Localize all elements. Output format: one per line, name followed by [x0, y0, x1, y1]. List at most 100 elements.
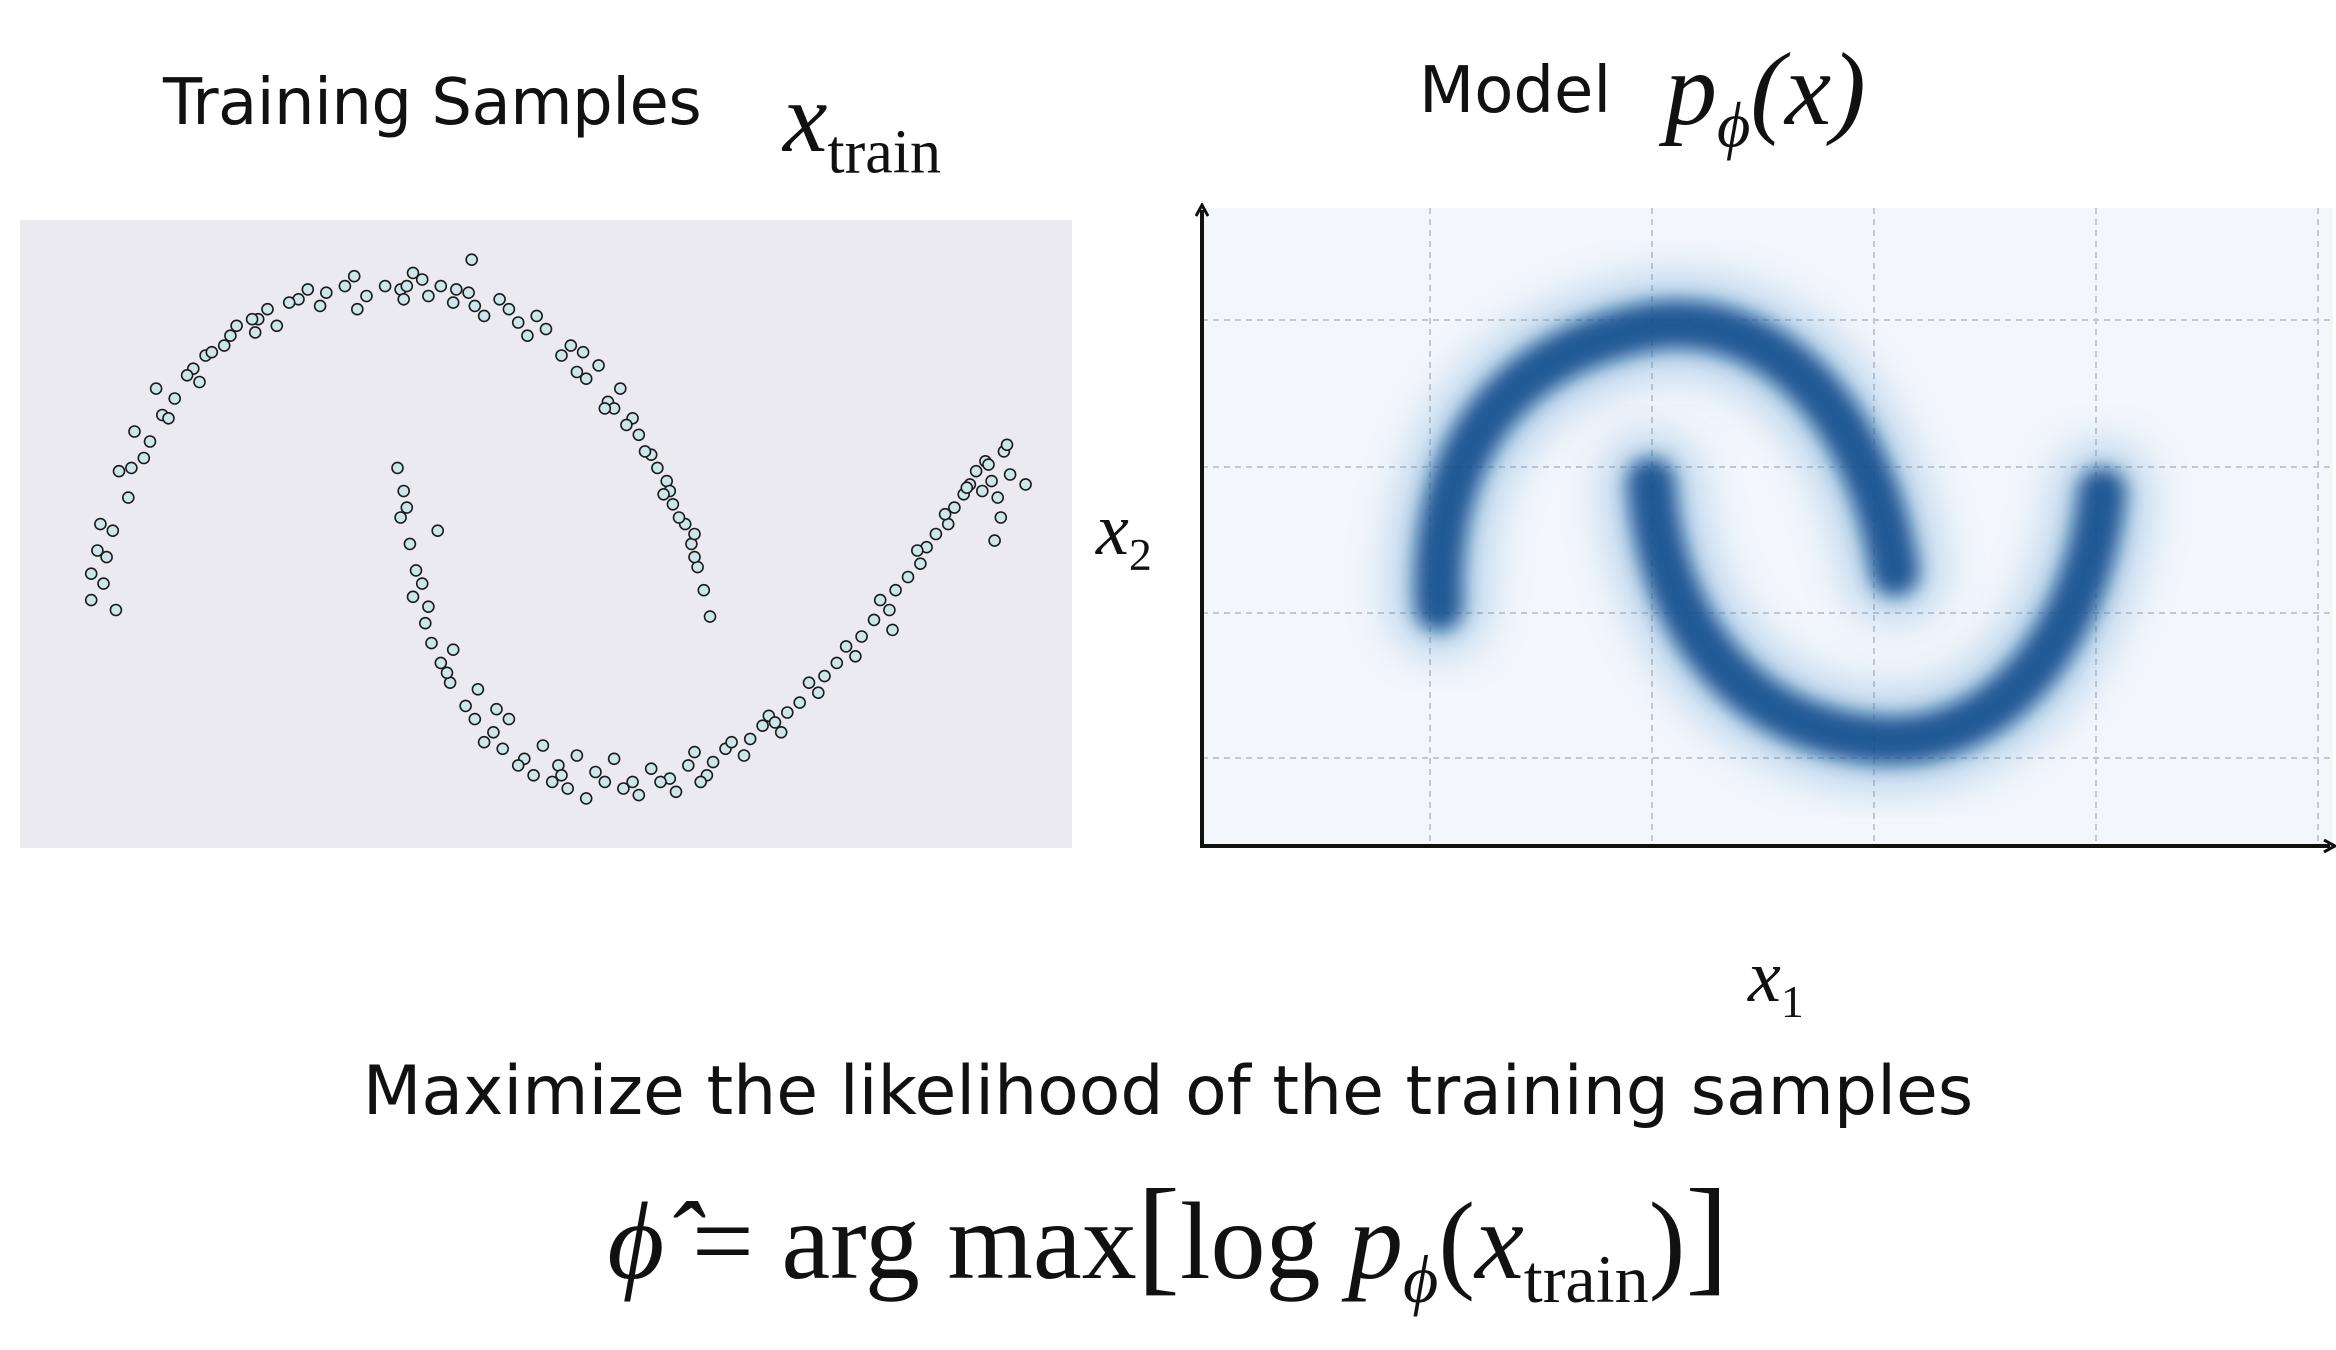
upper-moon-point — [446, 296, 460, 309]
upper-moon-point — [109, 603, 123, 617]
lower-moon-point — [477, 735, 491, 749]
lower-moon-point — [867, 613, 881, 627]
lower-moon-point — [960, 481, 974, 495]
formula-train-subscript: train — [1523, 1240, 1649, 1317]
objective-formula: ϕ̂ = arg max[log pϕ(xtrain)] — [0, 1160, 2336, 1319]
x-train-symbol: x — [783, 62, 828, 173]
lower-moon-point — [802, 676, 816, 690]
upper-moon-point — [143, 435, 157, 448]
lower-moon-point — [706, 755, 720, 769]
lower-moon-point — [607, 752, 621, 766]
lower-moon-point — [632, 788, 646, 802]
lower-moon-point — [471, 682, 485, 696]
argmax-operator: arg max — [781, 1180, 1137, 1302]
upper-moon-point — [415, 273, 429, 286]
upper-moon-point — [579, 372, 593, 385]
upper-moon-point — [97, 577, 110, 590]
x-axis-label: x1 — [1748, 935, 1804, 1028]
x-train-math: xtrain — [783, 60, 941, 189]
lower-moon-point — [415, 577, 429, 590]
upper-moon-point — [613, 382, 627, 395]
upper-moon-point — [245, 312, 259, 326]
upper-moon-point — [350, 302, 364, 316]
upper-moon-point — [94, 517, 107, 531]
upper-moon-point — [84, 593, 98, 607]
lower-moon-point — [502, 712, 516, 726]
upper-moon-point — [657, 487, 670, 501]
lower-moon-point — [737, 749, 751, 762]
lower-moon-point — [400, 501, 414, 514]
lower-moon-point — [561, 782, 575, 795]
model-density-math: pϕ(x) — [1665, 30, 1866, 163]
lower-moon-point — [725, 735, 738, 749]
lower-moon-point — [511, 759, 525, 772]
close-bracket: ] — [1685, 1163, 1729, 1307]
upper-moon-point — [530, 309, 544, 323]
upper-moon-point — [360, 289, 373, 303]
phi-hat: ϕ̂ — [607, 1180, 665, 1302]
upper-moon-point — [301, 283, 315, 296]
upper-moon-point — [449, 283, 463, 296]
lower-moon-point — [1000, 438, 1014, 452]
x-axis-symbol: x — [1748, 936, 1781, 1018]
upper-moon-point — [477, 309, 491, 323]
upper-moon-point — [149, 382, 163, 395]
lower-moon-point — [1019, 478, 1032, 491]
lower-moon-point — [579, 792, 593, 805]
lower-moon-point — [969, 464, 983, 478]
upper-moon-point — [84, 567, 98, 581]
lower-moon-point — [397, 484, 411, 498]
upper-moon-point — [576, 345, 590, 359]
upper-moon-point — [168, 392, 181, 405]
upper-moon-point — [270, 319, 284, 333]
lower-moon-point — [886, 623, 899, 637]
lower-moon-point — [626, 775, 639, 789]
upper-moon-point — [319, 286, 333, 299]
lower-moon-point — [988, 534, 1001, 547]
lower-moon-point — [589, 765, 602, 779]
lower-moon-point — [468, 712, 482, 726]
model-p-symbol: p — [1665, 32, 1717, 147]
lower-moon-point — [394, 511, 407, 524]
lower-moon-point — [780, 706, 794, 719]
objective-description: Maximize the likelihood of the training … — [362, 1052, 1974, 1131]
upper-moon-point — [638, 445, 652, 458]
lower-moon-point — [403, 537, 417, 551]
lower-moon-point — [914, 557, 927, 571]
lower-moon-point — [1003, 468, 1017, 481]
lower-moon-point — [849, 649, 862, 663]
lower-moon-point — [938, 507, 952, 521]
x-axis-subscript: 1 — [1780, 976, 1804, 1028]
upper-moon-point — [434, 279, 448, 293]
upper-moon-point — [400, 279, 414, 293]
log-operator: log — [1179, 1180, 1321, 1302]
lower-moon-point — [536, 739, 550, 752]
upper-moon-point — [122, 491, 135, 504]
open-bracket: [ — [1136, 1163, 1180, 1307]
lower-moon-point — [743, 732, 757, 746]
lower-moon-point — [873, 593, 887, 607]
upper-moon-point — [465, 253, 479, 267]
lower-moon-point — [985, 474, 998, 488]
upper-moon-point — [592, 359, 605, 372]
lower-moon-point — [811, 686, 825, 700]
lower-moon-point — [883, 603, 896, 617]
lower-moon-point — [570, 749, 584, 762]
lower-moon-point — [830, 656, 844, 670]
upper-moon-point — [217, 339, 231, 352]
upper-moon-point — [282, 296, 296, 309]
upper-moon-point — [688, 527, 701, 541]
lower-moon-point — [889, 583, 902, 597]
upper-moon-point — [248, 326, 262, 339]
lower-moon-point — [774, 725, 788, 739]
upper-moon-point — [125, 461, 138, 475]
lower-moon-point — [855, 630, 868, 643]
upper-moon-point — [193, 375, 206, 389]
upper-moon-point — [224, 329, 237, 342]
upper-moon-point — [493, 293, 506, 306]
lower-moon-point — [768, 716, 782, 729]
lower-moon-point — [688, 745, 701, 759]
lower-moon-point — [839, 640, 853, 653]
upper-moon-point — [468, 299, 482, 313]
upper-moon-point — [406, 266, 420, 280]
